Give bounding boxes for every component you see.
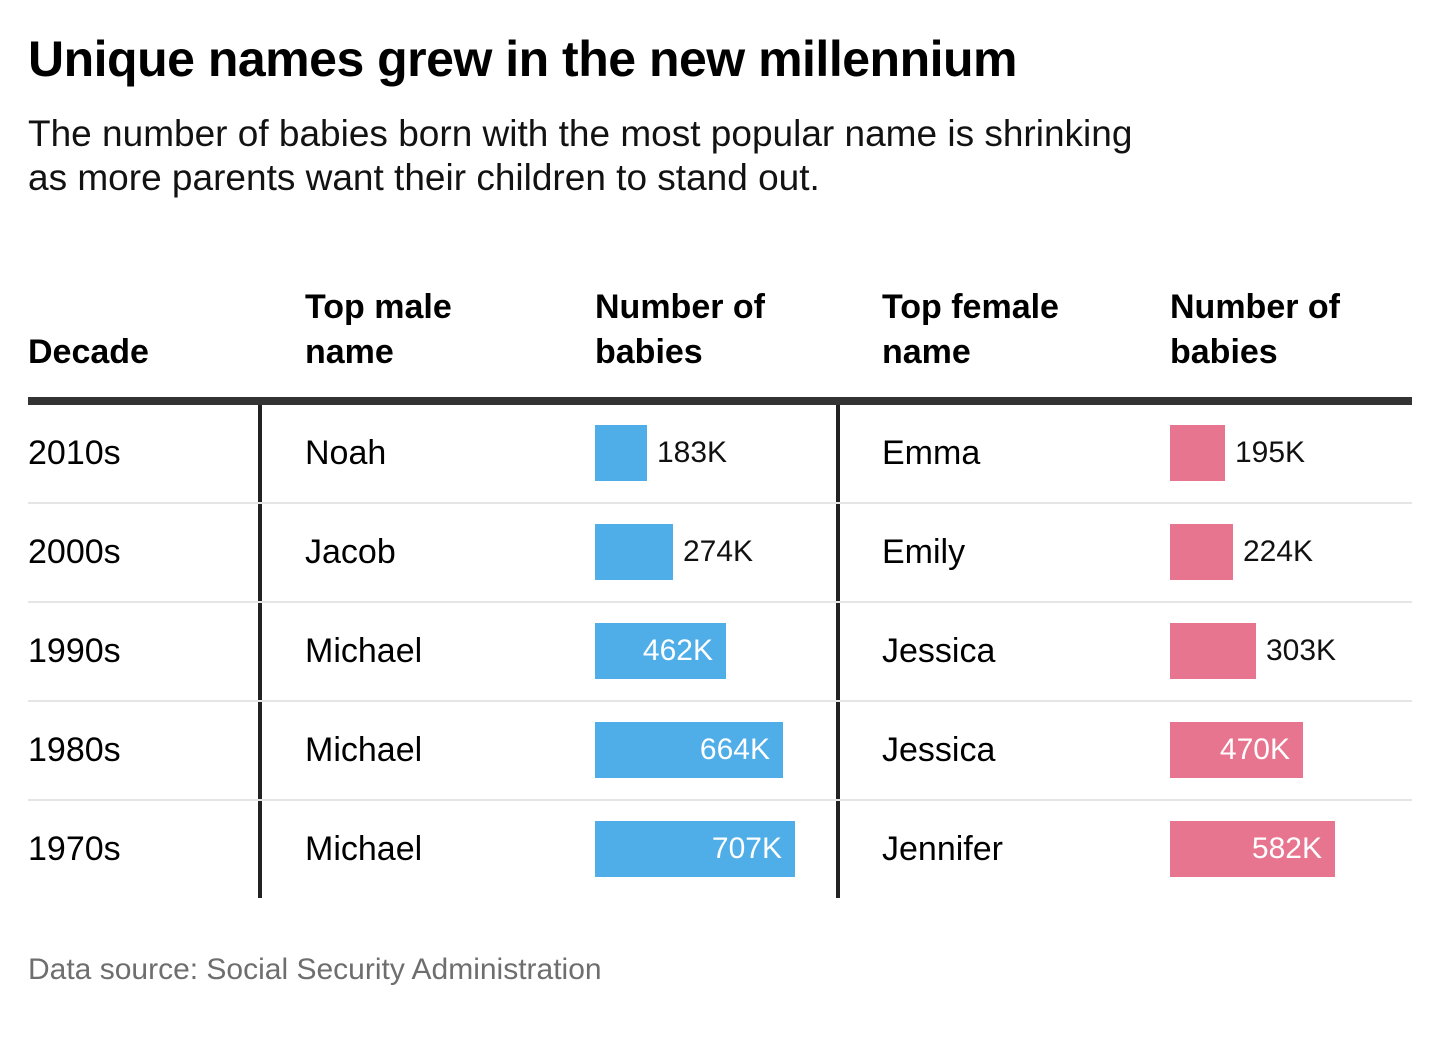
table-row: 2010s Noah 183K Emma 195K — [0, 405, 1412, 502]
column-header-top-female-name: Top female name — [882, 288, 1059, 371]
female-name-cell: Jennifer — [882, 829, 1003, 868]
female-bar — [1170, 623, 1256, 680]
column-divider-middle — [836, 404, 840, 898]
female-bar-cell: 582K — [1170, 821, 1412, 878]
decade-cell: 2010s — [28, 433, 121, 472]
decade-cell: 1970s — [28, 829, 121, 868]
male-bar — [595, 425, 647, 482]
table-row: 1980s Michael 664K Jessica 470K — [0, 699, 1412, 799]
female-bar-cell: 470K — [1170, 722, 1412, 779]
table-row: 1970s Michael 707K Jennifer 582K — [0, 798, 1412, 898]
bar-value-label: 462K — [642, 634, 713, 668]
bar-value-label: 582K — [1251, 832, 1322, 866]
male-bar-cell: 707K — [595, 821, 838, 878]
table-row: 1990s Michael 462K Jessica 303K — [0, 600, 1412, 700]
chart-title: Unique names grew in the new millennium — [28, 31, 1018, 87]
bar-value-label: 470K — [1219, 733, 1290, 767]
female-name-cell: Jessica — [882, 730, 996, 769]
bar-value-label: 224K — [1243, 535, 1314, 569]
column-header-number-of-babies-male: Number of babies — [595, 288, 765, 371]
male-name-cell: Jacob — [305, 532, 396, 571]
female-name-cell: Emma — [882, 433, 981, 472]
bar-value-label: 195K — [1235, 436, 1306, 470]
male-name-cell: Michael — [305, 730, 423, 769]
male-name-cell: Noah — [305, 433, 387, 472]
data-source: Data source: Social Security Administrat… — [28, 952, 602, 986]
table-header-row: Decade Top male name Number of babies To… — [0, 241, 1412, 397]
chart-subtitle: The number of babies born with the most … — [28, 113, 1133, 199]
table-body: 2010s Noah 183K Emma 195K 2000s Jacob 274K Emily… — [0, 404, 1412, 898]
male-bar — [595, 524, 673, 581]
female-name-cell: Jessica — [882, 631, 996, 670]
male-bar-cell: 274K — [595, 524, 838, 581]
bar-value-label: 183K — [657, 436, 728, 470]
bar-value-label: 303K — [1266, 634, 1337, 668]
male-bar-cell: 664K — [595, 722, 838, 779]
decade-cell: 1980s — [28, 730, 121, 769]
male-bar: 707K — [595, 821, 795, 878]
table-row: 2000s Jacob 274K Emily 224K — [0, 501, 1412, 601]
male-bar-cell: 183K — [595, 425, 838, 482]
female-bar: 582K — [1170, 821, 1335, 878]
female-bar-cell: 303K — [1170, 623, 1412, 680]
bar-value-label: 707K — [711, 832, 782, 866]
male-name-cell: Michael — [305, 631, 423, 670]
male-name-cell: Michael — [305, 829, 423, 868]
column-header-top-male-name: Top male name — [305, 288, 452, 371]
female-bar-cell: 224K — [1170, 524, 1412, 581]
names-table: Decade Top male name Number of babies To… — [0, 241, 1412, 898]
column-header-decade: Decade — [28, 332, 149, 371]
female-bar: 470K — [1170, 722, 1303, 779]
male-bar: 462K — [595, 623, 726, 680]
male-bar-cell: 462K — [595, 623, 838, 680]
header-rule — [28, 396, 1412, 405]
female-bar — [1170, 524, 1233, 581]
decade-cell: 2000s — [28, 532, 121, 571]
column-divider-left — [258, 404, 262, 898]
female-bar-cell: 195K — [1170, 425, 1412, 482]
male-bar: 664K — [595, 722, 783, 779]
bar-value-label: 274K — [683, 535, 754, 569]
female-name-cell: Emily — [882, 532, 966, 571]
column-header-number-of-babies-female: Number of babies — [1170, 288, 1340, 371]
decade-cell: 1990s — [28, 631, 121, 670]
bar-value-label: 664K — [699, 733, 770, 767]
female-bar — [1170, 425, 1225, 482]
